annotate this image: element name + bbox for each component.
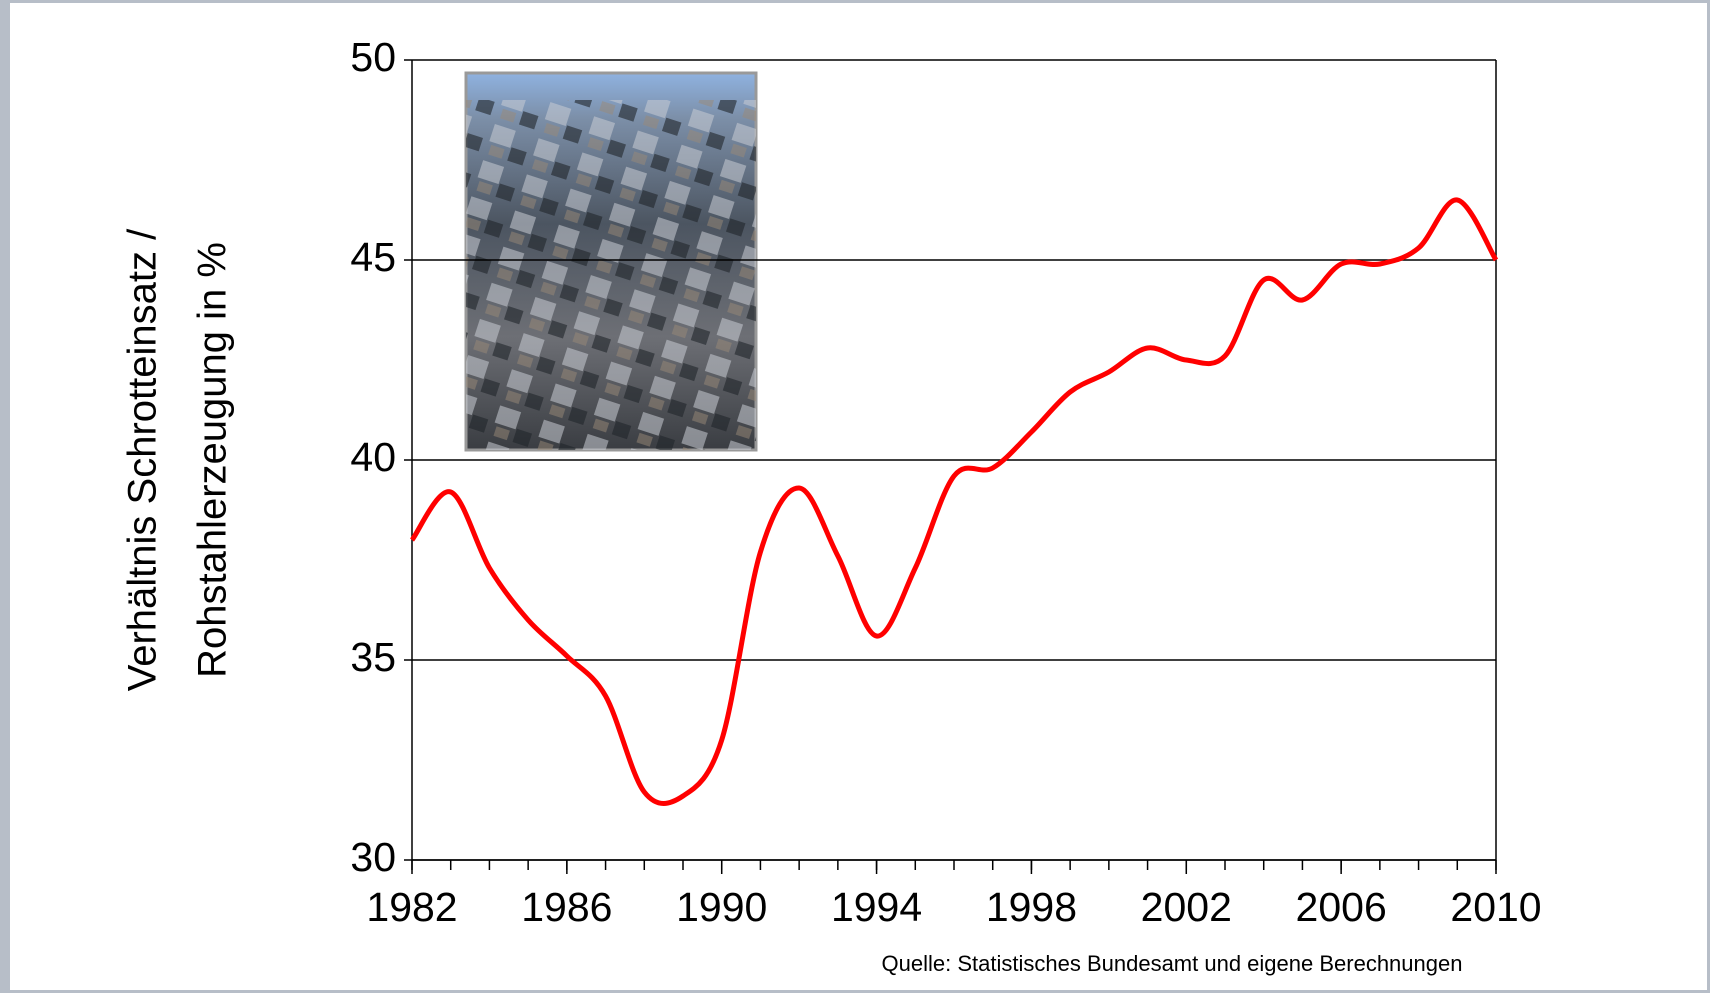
x-tick-label: 2006 (1296, 884, 1387, 930)
y-tick-label: 40 (350, 434, 396, 480)
y-tick-label: 35 (350, 634, 396, 680)
data-line (409, 197, 1499, 806)
x-tick-label: 1982 (366, 884, 457, 930)
x-tick-label: 1998 (986, 884, 1077, 930)
y-tick-label: 45 (350, 234, 396, 280)
y-axis-label: Verhältnis Schrotteinsatz / (121, 228, 165, 691)
source-note: Quelle: Statistisches Bundesamt und eige… (882, 951, 1463, 976)
y-tick-label: 50 (350, 34, 396, 80)
x-tick-label: 2010 (1450, 884, 1541, 930)
x-tick-label: 1986 (521, 884, 612, 930)
photo-inset (464, 71, 758, 452)
x-tick-label: 1994 (831, 884, 922, 930)
y-tick-label: 30 (350, 834, 396, 880)
x-tick-label: 1990 (676, 884, 767, 930)
y-axis-label: Rohstahlerzeugung in % (191, 242, 235, 678)
x-tick-label: 2002 (1141, 884, 1232, 930)
